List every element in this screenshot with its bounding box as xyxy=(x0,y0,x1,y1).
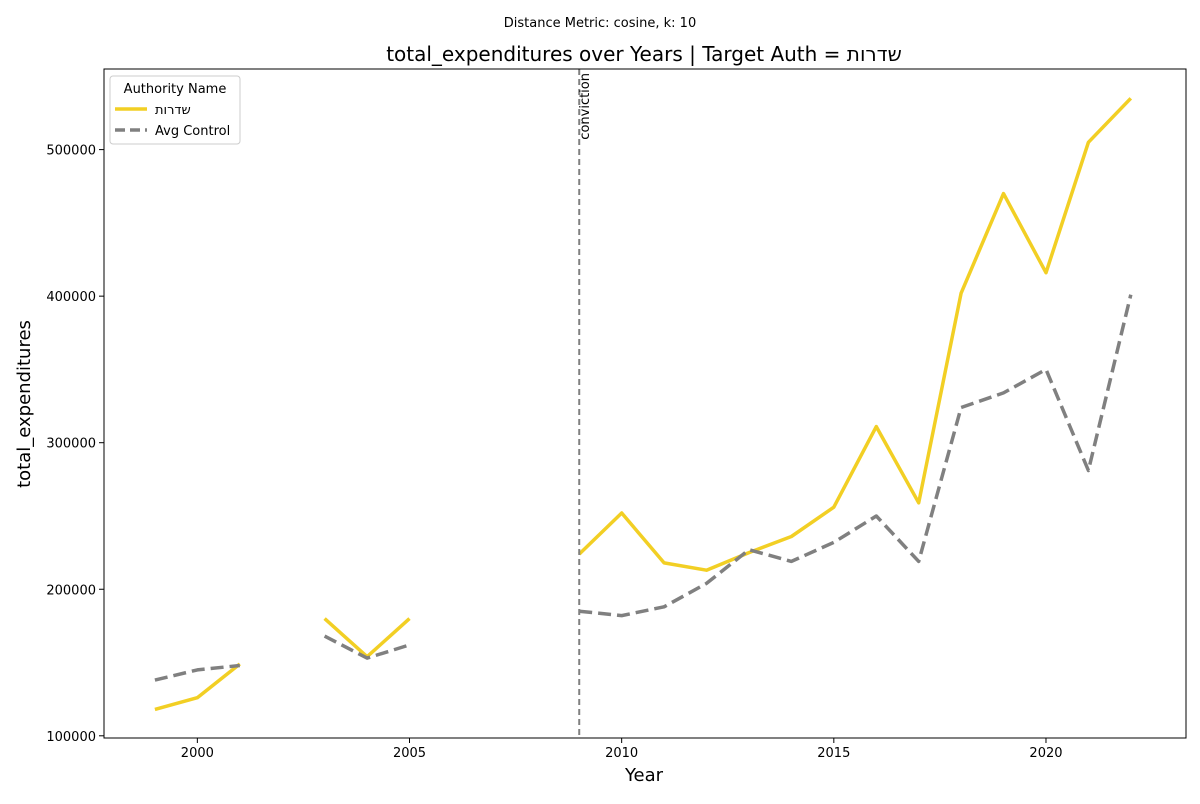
control-series-point-2018 xyxy=(960,407,962,409)
target-series-point-2018 xyxy=(960,292,962,294)
target-series-point-2000 xyxy=(197,697,199,699)
control-series-point-2010 xyxy=(621,615,623,617)
x-tick-label-2005: 2005 xyxy=(393,746,426,761)
control-series-point-2012 xyxy=(706,583,708,585)
target-series-line-segment-2 xyxy=(323,617,411,659)
y-tick-label-300000: 300000 xyxy=(46,437,96,452)
y-tick-label-500000: 500000 xyxy=(46,144,96,159)
control-series-point-2003 xyxy=(324,635,326,637)
control-series-line-segment-1 xyxy=(154,663,240,682)
control-legend-label: Avg Control xyxy=(155,124,230,139)
legend: Authority Name שדרות Avg Control xyxy=(109,75,241,145)
control-series-point-2020 xyxy=(1045,369,1047,371)
chart-suptitle: Distance Metric: cosine, k: 10 xyxy=(504,16,696,31)
target-series-point-2012 xyxy=(706,569,708,571)
y-axis-label: total_expenditures xyxy=(14,320,35,488)
target-series-point-2021 xyxy=(1088,142,1090,144)
target-series-point-2013 xyxy=(748,552,750,554)
y-tick-label-400000: 400000 xyxy=(46,290,96,305)
annotation-layer: conviction xyxy=(578,69,593,738)
target-series-line-segment-3 xyxy=(577,97,1133,572)
chart-title: total_expenditures over Years | Target A… xyxy=(386,42,902,66)
target-legend-label: שדרות xyxy=(155,103,191,118)
control-series-point-2017 xyxy=(918,561,920,563)
target-series-group xyxy=(154,97,1133,712)
target-series-point-1999 xyxy=(154,709,156,711)
control-series-point-2000 xyxy=(197,669,199,671)
control-series-point-2014 xyxy=(791,561,793,563)
target-series-point-2022 xyxy=(1130,98,1132,100)
control-series-point-2005 xyxy=(409,644,411,646)
target-series-point-2005 xyxy=(409,618,411,620)
control-series-point-2013 xyxy=(748,549,750,551)
target-series-point-2003 xyxy=(324,618,326,620)
axes: 2000 2005 2010 2015 2020 100000 200000 300000 40… xyxy=(46,68,1187,761)
legend-title: Authority Name xyxy=(124,82,227,97)
target-series-point-2010 xyxy=(621,512,623,514)
control-series-point-2004 xyxy=(366,657,368,659)
control-series-point-2001 xyxy=(239,665,241,667)
x-tick-label-2000: 2000 xyxy=(181,746,214,761)
control-series-point-2015 xyxy=(833,542,835,544)
target-series-line-segment-1 xyxy=(154,662,241,712)
x-tick-label-2010: 2010 xyxy=(605,746,638,761)
x-axis-label: Year xyxy=(624,765,664,786)
plot-frame xyxy=(103,68,1187,739)
target-series-point-2011 xyxy=(663,562,665,564)
legend-box xyxy=(109,75,241,145)
target-series-point-2015 xyxy=(833,506,835,508)
conviction-marker-label: conviction xyxy=(578,73,593,140)
target-series-point-2014 xyxy=(791,536,793,538)
control-series-point-1999 xyxy=(154,679,156,681)
control-series-point-2016 xyxy=(876,515,878,517)
control-series-point-2022 xyxy=(1130,294,1132,296)
x-tick-label-2015: 2015 xyxy=(817,746,850,761)
x-tick-label-2020: 2020 xyxy=(1029,746,1062,761)
y-tick-label-200000: 200000 xyxy=(46,583,96,598)
target-series-point-2017 xyxy=(918,502,920,504)
plot-area xyxy=(154,97,1133,712)
control-series-point-2019 xyxy=(1003,392,1005,394)
target-series-point-2019 xyxy=(1003,193,1005,195)
target-series-point-2020 xyxy=(1045,272,1047,274)
target-series-point-2016 xyxy=(876,426,878,428)
control-series-group xyxy=(154,294,1133,682)
control-series-point-2021 xyxy=(1088,470,1090,472)
y-tick-label-100000: 100000 xyxy=(46,730,96,745)
control-series-line-segment-2 xyxy=(323,634,411,660)
control-series-point-2011 xyxy=(663,606,665,608)
control-series-line-segment-3 xyxy=(579,294,1133,618)
legend-items: שדרות Avg Control xyxy=(115,103,230,139)
